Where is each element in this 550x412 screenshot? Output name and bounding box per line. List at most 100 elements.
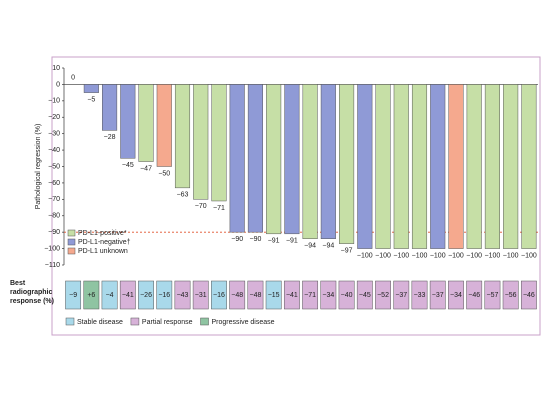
response-label: −15 [268,292,280,299]
bar [375,84,391,249]
response-box [375,280,391,310]
value-label: −63 [177,192,189,199]
response-box [265,280,282,310]
response-label: −46 [468,292,480,299]
y-tick-label: −100 [44,245,60,252]
value-label: −50 [158,170,170,177]
response-label: −41 [286,292,298,299]
response-box [411,280,428,310]
bar [357,84,373,249]
bar [320,84,336,239]
bar [193,84,209,200]
response-label: −40 [341,292,353,299]
bar [229,84,245,233]
value-label: −100 [521,252,537,259]
bar [411,84,428,249]
response-box [448,280,464,310]
response-box [338,280,355,310]
response-label: −41 [122,292,134,299]
legend-swatch [65,317,75,326]
response-label: −37 [432,292,444,299]
value-label: −47 [140,165,152,172]
response-box [174,280,191,310]
response-box [65,280,82,310]
response-label: −48 [249,292,261,299]
value-label: −100 [412,252,428,259]
bar [339,84,355,244]
response-box [393,280,410,310]
y-tick-label: −50 [48,163,60,170]
bar [266,84,282,235]
response-label: −46 [523,292,535,299]
legend-swatch [67,247,76,255]
response-box [283,280,300,310]
response-label: −56 [505,292,517,299]
response-label: −33 [414,292,426,299]
response-box [302,280,319,310]
bar [430,84,446,249]
bar [466,84,482,249]
value-label: −5 [87,96,95,103]
response-label: −16 [158,292,170,299]
response-box [101,280,118,310]
bar [83,84,99,93]
response-box [83,280,100,310]
frame [51,56,541,336]
y-tick-label: 10 [52,65,60,72]
row-title: Best radiographic response (%) [10,280,54,305]
y-tick-label: −30 [48,131,60,138]
bar [484,84,500,249]
y-tick-label: −10 [48,98,60,105]
response-label: −4 [106,292,114,299]
value-label: −90 [249,236,261,243]
value-label: −90 [231,236,243,243]
response-label: −9 [69,292,77,299]
y-tick-label: −90 [48,229,60,236]
value-label: −71 [213,205,225,212]
value-label: −94 [304,243,316,250]
value-label: −100 [503,252,519,259]
response-label: −52 [377,292,389,299]
bar [138,84,154,162]
legend-label: PD-L1-negative† [78,239,131,246]
response-label: −43 [177,292,189,299]
legend-label: Progressive disease [212,319,275,326]
response-box [520,280,537,310]
y-tick-label: −20 [48,114,60,121]
y-axis-title: Pathological regression (%) [35,124,42,210]
legend-swatch [67,238,76,246]
bar [174,84,191,189]
value-label: −97 [341,248,353,255]
response-box [247,280,264,310]
response-box [502,280,519,310]
bar [156,84,172,167]
response-label: −34 [450,292,462,299]
response-label: −31 [195,292,207,299]
response-label: −26 [140,292,152,299]
y-tick-label: 0 [56,81,60,88]
response-box [211,280,227,310]
bar [503,84,519,249]
bar [284,84,300,235]
bar [521,84,537,249]
legend-swatch [130,317,140,326]
response-box [429,280,446,310]
response-box [119,280,136,310]
bar [302,84,318,239]
y-tick-label: −80 [48,213,60,220]
value-label: 0 [71,74,75,81]
response-label: −48 [231,292,243,299]
y-tick-label: −70 [48,196,60,203]
value-label: −91 [286,238,298,245]
value-label: −70 [195,203,207,210]
response-label: +6 [87,292,95,299]
value-label: −100 [448,252,464,259]
legend-label: PD-L1 unknown [78,248,128,255]
y-tick-label: −40 [48,147,60,154]
legend-label: Partial response [142,319,193,326]
legend-label: PD-L1-positive* [78,230,127,237]
response-label: −45 [359,292,371,299]
response-label: −37 [395,292,407,299]
bar [211,84,227,202]
